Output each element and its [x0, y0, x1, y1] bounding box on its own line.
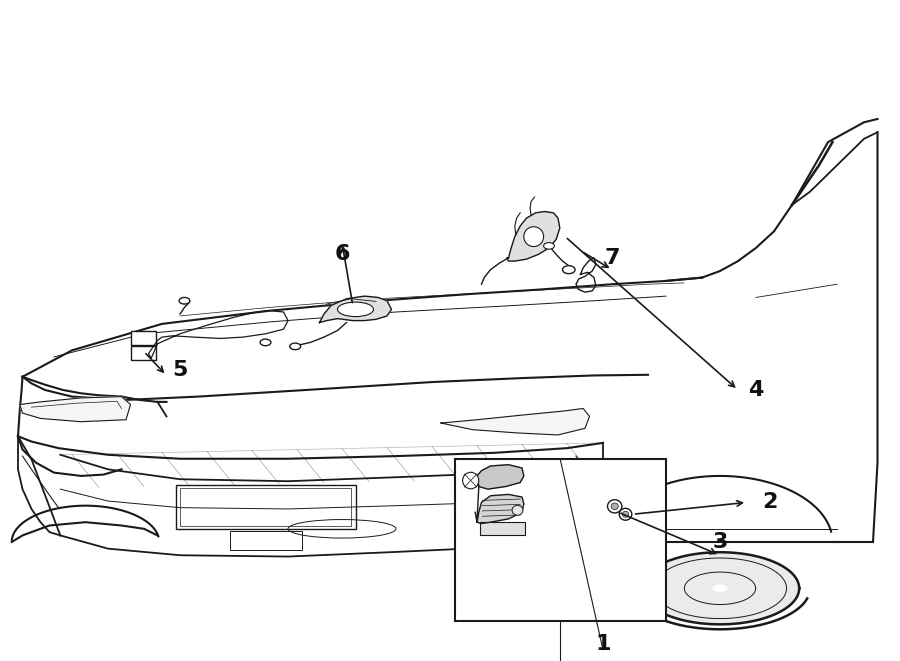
Bar — [130, 330, 156, 345]
Polygon shape — [507, 212, 560, 261]
Bar — [130, 346, 156, 360]
Polygon shape — [320, 296, 392, 323]
Ellipse shape — [179, 297, 190, 304]
Bar — [176, 485, 356, 529]
Ellipse shape — [641, 552, 799, 625]
Ellipse shape — [290, 343, 301, 350]
Bar — [480, 522, 525, 535]
Ellipse shape — [623, 512, 628, 518]
Text: 2: 2 — [761, 492, 778, 512]
Polygon shape — [441, 408, 590, 435]
Ellipse shape — [338, 302, 374, 317]
Ellipse shape — [544, 243, 554, 249]
Text: 5: 5 — [172, 360, 188, 380]
Ellipse shape — [524, 227, 544, 247]
Ellipse shape — [512, 505, 523, 516]
Ellipse shape — [619, 508, 632, 520]
Bar — [180, 488, 351, 526]
Text: 1: 1 — [595, 635, 611, 654]
Text: 3: 3 — [712, 532, 728, 552]
Bar — [230, 531, 302, 550]
Ellipse shape — [463, 472, 479, 488]
Text: 6: 6 — [334, 245, 350, 264]
Text: 7: 7 — [604, 248, 620, 268]
Ellipse shape — [562, 266, 575, 274]
Polygon shape — [477, 465, 524, 489]
Bar — [454, 459, 666, 621]
Polygon shape — [20, 397, 130, 422]
Text: 4: 4 — [748, 380, 764, 400]
Ellipse shape — [260, 339, 271, 346]
Polygon shape — [477, 494, 524, 524]
Ellipse shape — [713, 585, 727, 592]
Ellipse shape — [608, 500, 622, 513]
Ellipse shape — [611, 503, 618, 510]
